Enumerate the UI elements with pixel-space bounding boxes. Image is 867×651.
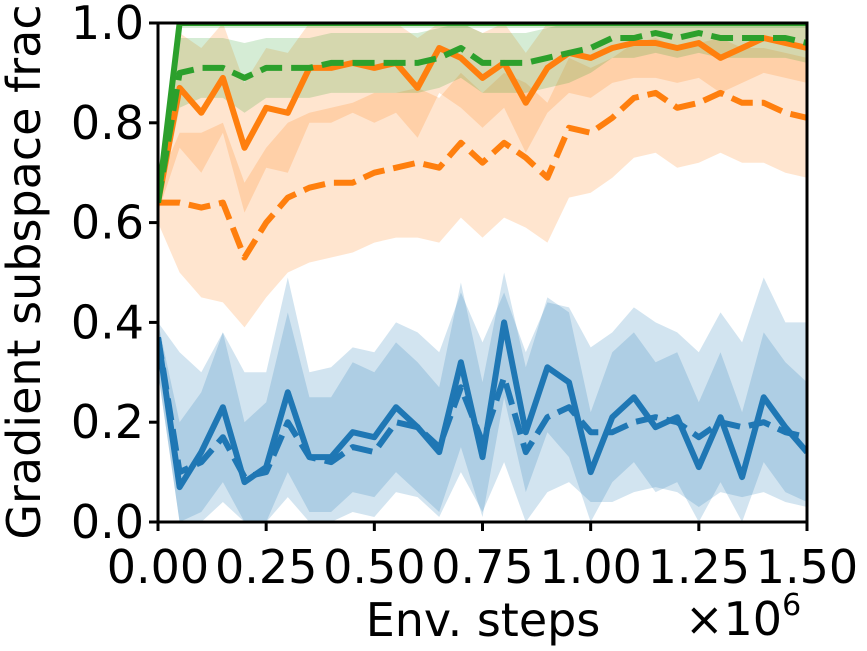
x-tick-label: 0.50 <box>323 540 425 594</box>
x-tick-label: 1.00 <box>539 540 641 594</box>
y-axis-label: Gradient subspace frac <box>0 4 51 539</box>
y-tick-label: 0.4 <box>71 295 144 349</box>
y-tick-label: 0.6 <box>71 196 144 250</box>
x-tick-label: 0.00 <box>107 540 209 594</box>
x-tick-label: 0.25 <box>215 540 317 594</box>
y-tick-label: 1.0 <box>71 0 144 50</box>
multiplier-base: ×10 <box>685 592 782 646</box>
y-tick-label: 0.0 <box>71 495 144 549</box>
x-tick-label: 0.75 <box>431 540 533 594</box>
x-tick-label: 1.50 <box>756 540 858 594</box>
x-axis-ticks: 0.00 0.25 0.50 0.75 1.00 1.25 1.50 <box>107 522 858 594</box>
y-tick-label: 0.8 <box>71 96 144 150</box>
x-tick-label: 1.25 <box>648 540 750 594</box>
series-3-line <box>158 89 807 261</box>
series-3-band <box>158 38 807 328</box>
x-axis-label: Env. steps <box>366 593 601 647</box>
y-axis-ticks: 0.0 0.2 0.4 0.6 0.8 1.0 <box>71 0 158 549</box>
multiplier-exponent: 6 <box>782 588 801 623</box>
series-2-line <box>158 35 807 204</box>
series-1-line <box>158 336 807 481</box>
x-axis-multiplier: ×106 <box>685 588 801 646</box>
series-5-line <box>158 30 807 204</box>
series-1-band <box>158 277 807 522</box>
y-tick-label: 0.2 <box>71 395 144 449</box>
series-lines <box>158 23 807 491</box>
